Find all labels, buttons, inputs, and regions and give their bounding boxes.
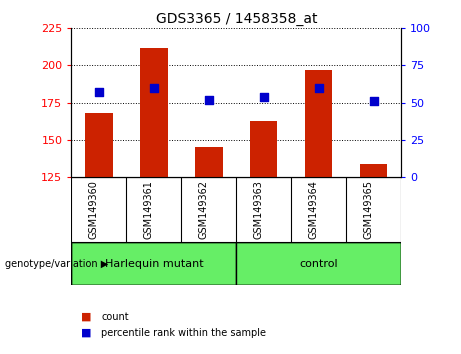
Bar xyxy=(305,70,332,177)
Text: ■: ■ xyxy=(81,328,95,338)
Text: GSM149364: GSM149364 xyxy=(309,180,319,239)
Text: GSM149365: GSM149365 xyxy=(364,180,373,239)
Text: count: count xyxy=(101,312,129,322)
Point xyxy=(95,90,103,95)
Text: control: control xyxy=(299,259,338,269)
Bar xyxy=(195,147,223,177)
Bar xyxy=(236,242,401,285)
Point xyxy=(260,94,267,99)
Bar xyxy=(71,242,236,285)
Text: GSM149363: GSM149363 xyxy=(254,180,264,239)
Point xyxy=(150,85,158,91)
Bar xyxy=(360,164,387,177)
Bar xyxy=(140,48,168,177)
Point xyxy=(205,97,213,103)
Bar xyxy=(85,113,112,177)
Text: ■: ■ xyxy=(81,312,95,322)
Text: GSM149360: GSM149360 xyxy=(89,180,99,239)
Text: percentile rank within the sample: percentile rank within the sample xyxy=(101,328,266,338)
Point xyxy=(370,98,377,104)
Bar xyxy=(250,120,278,177)
Text: GSM149361: GSM149361 xyxy=(144,180,154,239)
Text: Harlequin mutant: Harlequin mutant xyxy=(105,259,203,269)
Point xyxy=(315,85,322,91)
Title: GDS3365 / 1458358_at: GDS3365 / 1458358_at xyxy=(155,12,317,26)
Text: genotype/variation ▶: genotype/variation ▶ xyxy=(5,259,108,269)
Text: GSM149362: GSM149362 xyxy=(199,180,209,239)
